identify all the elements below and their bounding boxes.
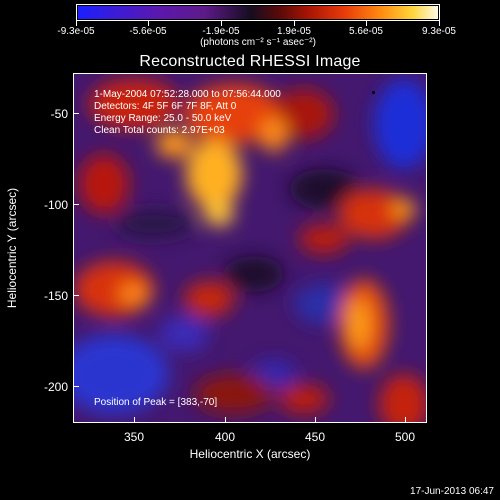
peak-position-label: Position of Peak = [383,-70] [94,397,218,408]
colorbar-tick-label: 1.9e-05 [277,26,311,37]
y-tick-label: -100 [43,198,68,212]
x-tick-label: 400 [214,430,236,444]
colorbar-tick-label: 9.3e-05 [422,26,456,37]
colorbar [76,4,440,21]
info-algorithm: Clean Total counts: 2.97E+03 [94,125,225,136]
intensity-map [74,74,426,422]
y-tick-label: -50 [50,107,68,121]
info-detectors: Detectors: 4F 5F 6F 7F 8F, Att 0 [94,101,237,112]
colorbar-unit: (photons cm⁻² s⁻¹ asec⁻²) [200,37,316,48]
timestamp: 17-Jun-2013 06:47 [410,486,494,497]
colorbar-tick-label: 5.6e-05 [349,26,383,37]
colorbar-tick-label: -9.3e-05 [57,26,95,37]
x-tick-label: 350 [123,430,145,444]
x-axis-label: Heliocentric X (arcsec) [189,447,311,461]
colorbar-tick-label: -1.9e-05 [202,26,240,37]
y-axis-label: Heliocentric Y (arcsec) [5,187,19,309]
y-tick-label: -200 [43,380,68,394]
info-energy: Energy Range: 25.0 - 50.0 keV [94,113,232,124]
y-tick-label: -150 [43,289,68,303]
peak-marker [372,91,375,94]
x-tick-label: 500 [394,430,416,444]
colorbar-tick-label: -5.6e-05 [129,26,167,37]
rhessi-image [73,73,427,423]
image-title: Reconstructed RHESSI Image [139,53,361,70]
x-tick-label: 450 [304,430,326,444]
info-time: 1-May-2004 07:52:28.000 to 07:56:44.000 [94,89,281,100]
